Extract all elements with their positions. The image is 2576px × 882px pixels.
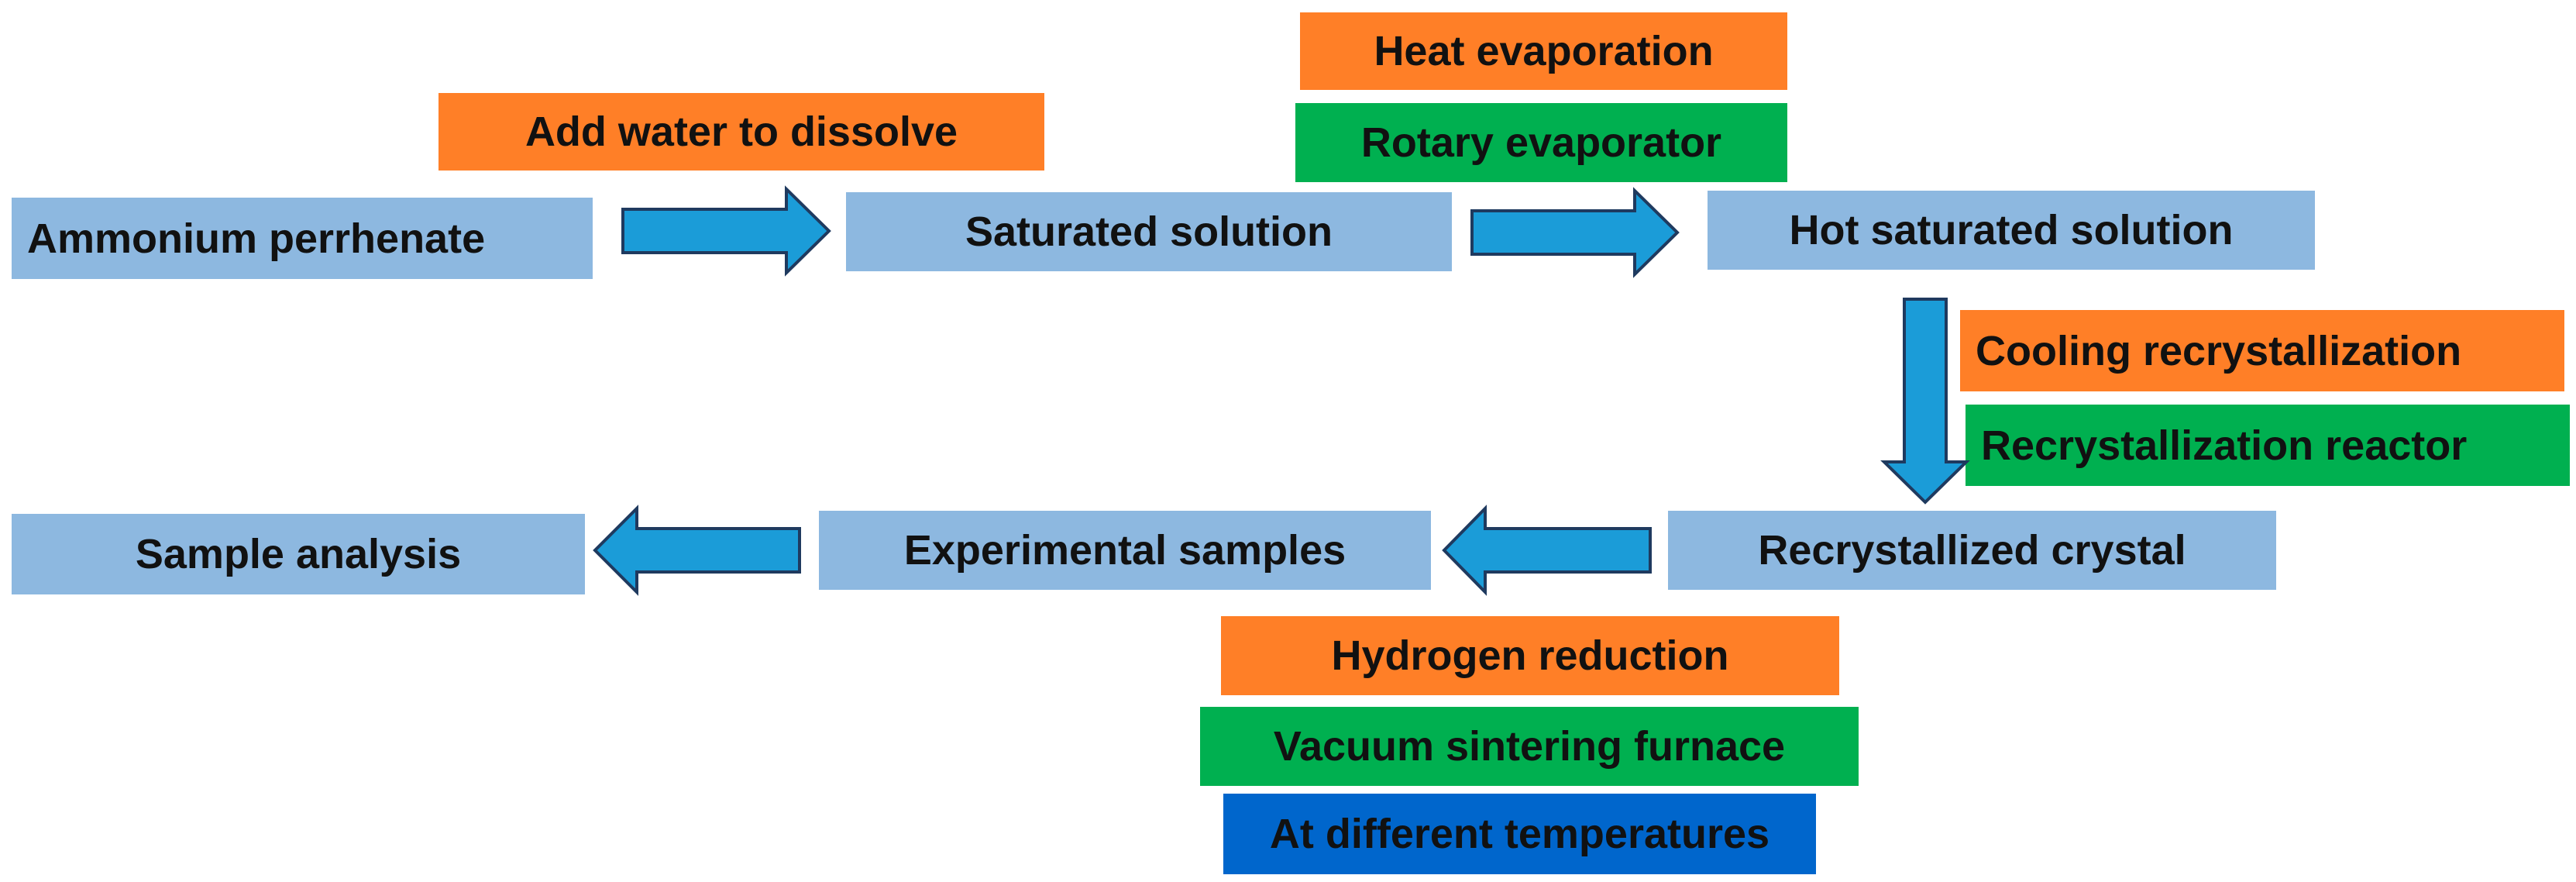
condition-different-temperatures: At different temperatures: [1223, 794, 1816, 874]
equipment-recrystallization-reactor: Recrystallization reactor: [1966, 405, 2570, 486]
step-recrystallized-crystal: Recrystallized crystal: [1668, 511, 2276, 590]
operation-hydrogen-reduction: Hydrogen reduction: [1221, 616, 1839, 695]
equipment-vacuum-sintering-furnace: Vacuum sintering furnace: [1200, 707, 1859, 786]
arrow-right-1: [621, 185, 831, 277]
operation-add-water: Add water to dissolve: [439, 93, 1044, 171]
arrow-right-2: [1470, 187, 1680, 278]
step-sample-analysis: Sample analysis: [12, 514, 585, 594]
operation-heat-evaporation: Heat evaporation: [1300, 12, 1787, 90]
arrow-left-2: [593, 505, 801, 596]
arrow-left-1: [1442, 505, 1652, 596]
step-hot-saturated-solution: Hot saturated solution: [1708, 191, 2315, 270]
step-ammonium-perrhenate: Ammonium perrhenate: [12, 198, 593, 279]
step-experimental-samples: Experimental samples: [819, 511, 1431, 590]
operation-cooling-recrystallization: Cooling recrystallization: [1960, 310, 2564, 391]
arrow-down: [1880, 298, 1970, 505]
step-saturated-solution: Saturated solution: [846, 192, 1452, 271]
equipment-rotary-evaporator: Rotary evaporator: [1295, 103, 1787, 182]
